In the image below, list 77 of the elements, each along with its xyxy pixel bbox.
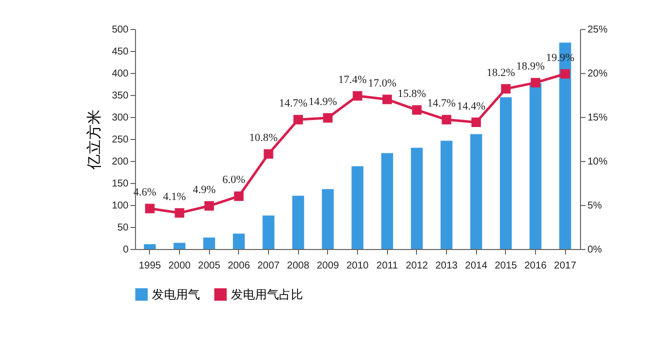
x-tick-label: 2008 xyxy=(287,260,310,272)
y-tick-label: 150 xyxy=(112,178,129,190)
y-tick-label: 300 xyxy=(112,112,129,124)
data-label: 4.1% xyxy=(163,190,186,203)
x-tick-label: 2015 xyxy=(494,260,518,272)
bar xyxy=(440,140,452,249)
point xyxy=(234,191,244,201)
bar xyxy=(144,244,156,249)
bar xyxy=(352,166,364,249)
bar xyxy=(262,216,274,249)
x-tick-label: 2012 xyxy=(406,260,428,272)
point xyxy=(442,114,452,124)
point xyxy=(530,78,540,88)
data-label: 17.0% xyxy=(368,77,396,90)
y-tick-label: 200 xyxy=(112,156,129,168)
bar xyxy=(500,97,512,249)
data-label: 18.2% xyxy=(486,66,516,79)
bar xyxy=(410,148,423,249)
x-tick-label: 2017 xyxy=(554,260,577,272)
y-tick-label: 500 xyxy=(112,24,129,36)
point xyxy=(412,105,422,115)
point xyxy=(323,113,333,123)
x-tick-label: 2014 xyxy=(465,260,488,272)
data-label: 14.7% xyxy=(278,98,308,110)
x-tick-label: 2005 xyxy=(198,260,221,272)
bar xyxy=(322,189,334,249)
y2-tick-label: 5% xyxy=(588,200,602,212)
data-label: 4.9% xyxy=(192,184,216,196)
data-label: 6.0% xyxy=(222,174,246,186)
x-tick-label: 2010 xyxy=(346,260,370,272)
data-label: 14.9% xyxy=(308,96,338,108)
bar xyxy=(232,234,245,249)
data-label: 17.4% xyxy=(338,74,367,86)
y-tick-label: 350 xyxy=(112,90,129,102)
x-tick-label: 2006 xyxy=(228,260,250,272)
x-tick-label: 2009 xyxy=(316,260,340,272)
bar xyxy=(203,238,216,249)
y-axis-title: 亿立方米 xyxy=(86,110,103,170)
bar xyxy=(530,83,542,249)
y-tick-label: 100 xyxy=(112,200,129,212)
point xyxy=(382,94,392,104)
data-label: 14.7% xyxy=(427,98,456,110)
y-tick-label: 250 xyxy=(112,134,129,146)
point xyxy=(560,69,570,79)
point xyxy=(293,114,303,124)
point xyxy=(352,91,362,101)
bar xyxy=(381,153,394,249)
data-label: 15.8% xyxy=(398,88,426,100)
x-tick-label: 2000 xyxy=(168,260,192,272)
y-tick-label: 50 xyxy=(117,222,129,234)
x-tick-label: 2016 xyxy=(524,260,548,272)
point xyxy=(264,149,274,159)
point xyxy=(174,208,184,218)
x-tick-label: 2013 xyxy=(435,260,458,272)
x-tick-label: 2011 xyxy=(376,260,398,272)
bar xyxy=(470,134,482,249)
x-tick-label: 2007 xyxy=(257,260,280,272)
data-label: 14.4% xyxy=(456,100,486,112)
y-tick-label: 400 xyxy=(112,68,129,80)
legend-label: 发电用气占比 xyxy=(231,288,303,302)
point xyxy=(501,84,511,94)
y2-tick-label: 20% xyxy=(588,68,608,80)
point xyxy=(471,118,481,128)
data-label: 18.9% xyxy=(516,60,545,73)
y2-tick-label: 10% xyxy=(588,156,608,168)
y2-tick-label: 25% xyxy=(588,24,608,36)
data-label: 10.8% xyxy=(249,132,278,144)
bar xyxy=(174,242,186,249)
bar xyxy=(292,196,304,249)
legend-label: 发电用气 xyxy=(152,288,200,302)
y-tick-label: 450 xyxy=(112,46,129,58)
y-tick-label: 0 xyxy=(122,244,129,256)
x-tick-label: 1995 xyxy=(138,260,162,272)
point xyxy=(145,204,155,214)
point xyxy=(204,201,214,211)
y2-tick-label: 0% xyxy=(588,244,602,256)
y2-tick-label: 15% xyxy=(588,112,608,124)
